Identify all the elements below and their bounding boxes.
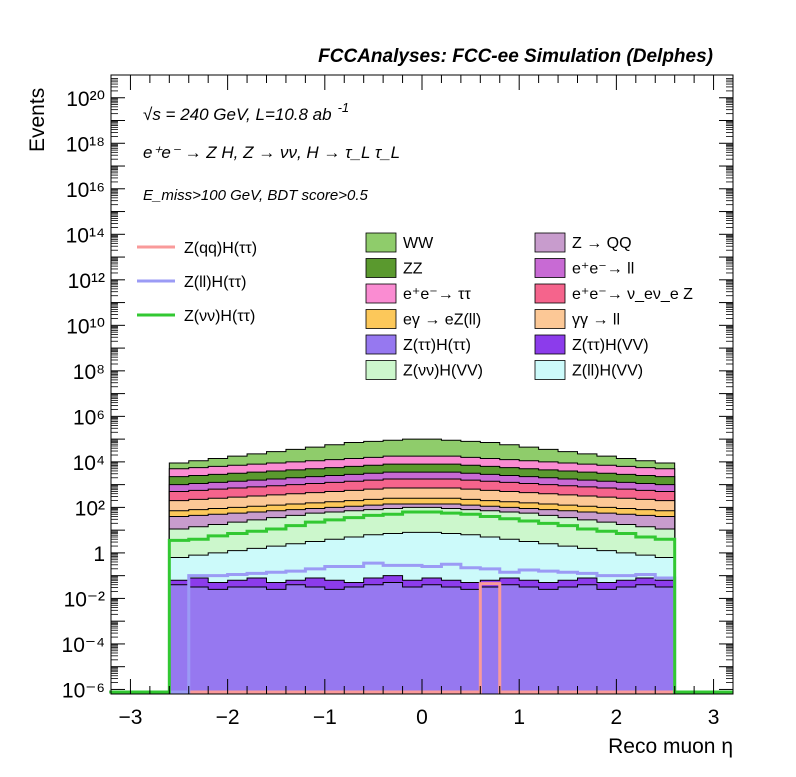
y-tick-label: 10⁻² — [64, 588, 105, 611]
annotation-line1: √s = 240 GeV, L=10.8 ab -1 — [143, 100, 349, 124]
legend-fill-swatch — [365, 309, 397, 329]
x-tick-label: 3 — [708, 706, 720, 729]
y-tick-label: 10⁶ — [73, 406, 105, 429]
x-tick-label: 1 — [513, 706, 525, 729]
y-tick-label: 10⁻⁶ — [62, 679, 105, 702]
legend-fill-label: Z(ll)H(VV) — [572, 363, 643, 380]
legend-fill-label: Z(ττ)H(VV) — [572, 337, 649, 354]
legend-fill-label: WW — [403, 235, 434, 252]
legend-fill-swatch — [365, 360, 397, 380]
y-tick-label: 10² — [75, 497, 105, 520]
legend-fill-label: γγ → ll — [572, 312, 620, 329]
legend-fill-label: Z(νν)H(VV) — [403, 363, 483, 380]
annotation-line1-sup: -1 — [338, 100, 350, 115]
x-tick-label: 2 — [611, 706, 623, 729]
y-tick-label: 10⁻⁴ — [62, 634, 105, 657]
y-axis-label: Events — [26, 88, 49, 152]
legend: Z(qq)H(ττ) Z(ll)H(ττ) Z(νν)H(ττ) WW Z → QQ ZZ… — [137, 232, 693, 380]
x-tick-label: −3 — [118, 706, 142, 729]
chart-title: FCCAnalyses: FCC-ee Simulation (Delphes) — [318, 46, 713, 67]
legend-fill-swatch — [365, 258, 397, 278]
x-tick-label: −1 — [313, 706, 337, 729]
y-tick-label: 10¹⁰ — [66, 315, 105, 338]
plot-area: −3 −2 −1 0 1 2 3 10⁻⁶ 10⁻⁴ 10⁻² 1 10² 10⁴ 10⁶ 10⁸ 10¹⁰ 1… — [62, 74, 734, 729]
legend-fill-swatch — [534, 334, 566, 355]
legend-fill-label: e⁺e⁻→ ν_eν_e Z — [572, 286, 693, 303]
y-tick-label: 10²⁰ — [66, 88, 105, 111]
x-tick-label: 0 — [416, 706, 428, 729]
y-tick-label: 10¹² — [68, 270, 105, 293]
overlay-line-1 — [109, 561, 733, 694]
legend-fill-label: Z(ττ)H(ττ) — [403, 337, 471, 354]
x-axis-label: Reco muon η — [608, 735, 733, 758]
legend-fill-swatch — [365, 334, 397, 355]
annotation-line1-text: √s = 240 GeV, L=10.8 ab — [143, 105, 332, 124]
y-tick-label: 1 — [93, 543, 105, 566]
legend-fill-label: ZZ — [403, 261, 423, 278]
legend-fill-swatch — [365, 232, 397, 253]
legend-line-label: Z(ll)H(ττ) — [184, 274, 246, 291]
legend-fill-swatch — [365, 283, 397, 304]
legend-fill-swatch — [534, 283, 566, 304]
legend-fill-label: e⁺e⁻→ ll — [572, 261, 634, 278]
annotation-line2: e⁺e⁻ → Z H, Z → νν, H → τ_L τ_L — [143, 143, 400, 162]
legend-fill-swatch — [534, 309, 566, 329]
legend-fill-label: Z → QQ — [572, 235, 632, 252]
annotation-line3: E_miss>100 GeV, BDT score>0.5 — [143, 187, 368, 204]
y-tick-label: 10¹⁶ — [66, 179, 105, 202]
legend-fill-label: eγ → eZ(ll) — [403, 312, 481, 329]
legend-fill-label: e⁺e⁻→ ττ — [403, 286, 471, 303]
y-tick-label: 10¹⁸ — [66, 133, 105, 156]
x-tick-label: −2 — [216, 706, 240, 729]
legend-fill-swatch — [534, 232, 566, 253]
annotation-block: √s = 240 GeV, L=10.8 ab -1 e⁺e⁻ → Z H, Z … — [143, 100, 400, 204]
y-tick-label: 10⁴ — [73, 452, 105, 475]
stack-fill-0 — [168, 581, 676, 695]
y-tick-label: 10⁸ — [73, 361, 105, 384]
legend-fill-swatch — [534, 360, 566, 380]
legend-line-label: Z(νν)H(ττ) — [184, 308, 255, 325]
legend-line-label: Z(qq)H(ττ) — [184, 240, 257, 257]
overlay-line-2 — [109, 510, 733, 694]
y-tick-label: 10¹⁴ — [66, 224, 105, 247]
legend-fill-swatch — [534, 258, 566, 278]
